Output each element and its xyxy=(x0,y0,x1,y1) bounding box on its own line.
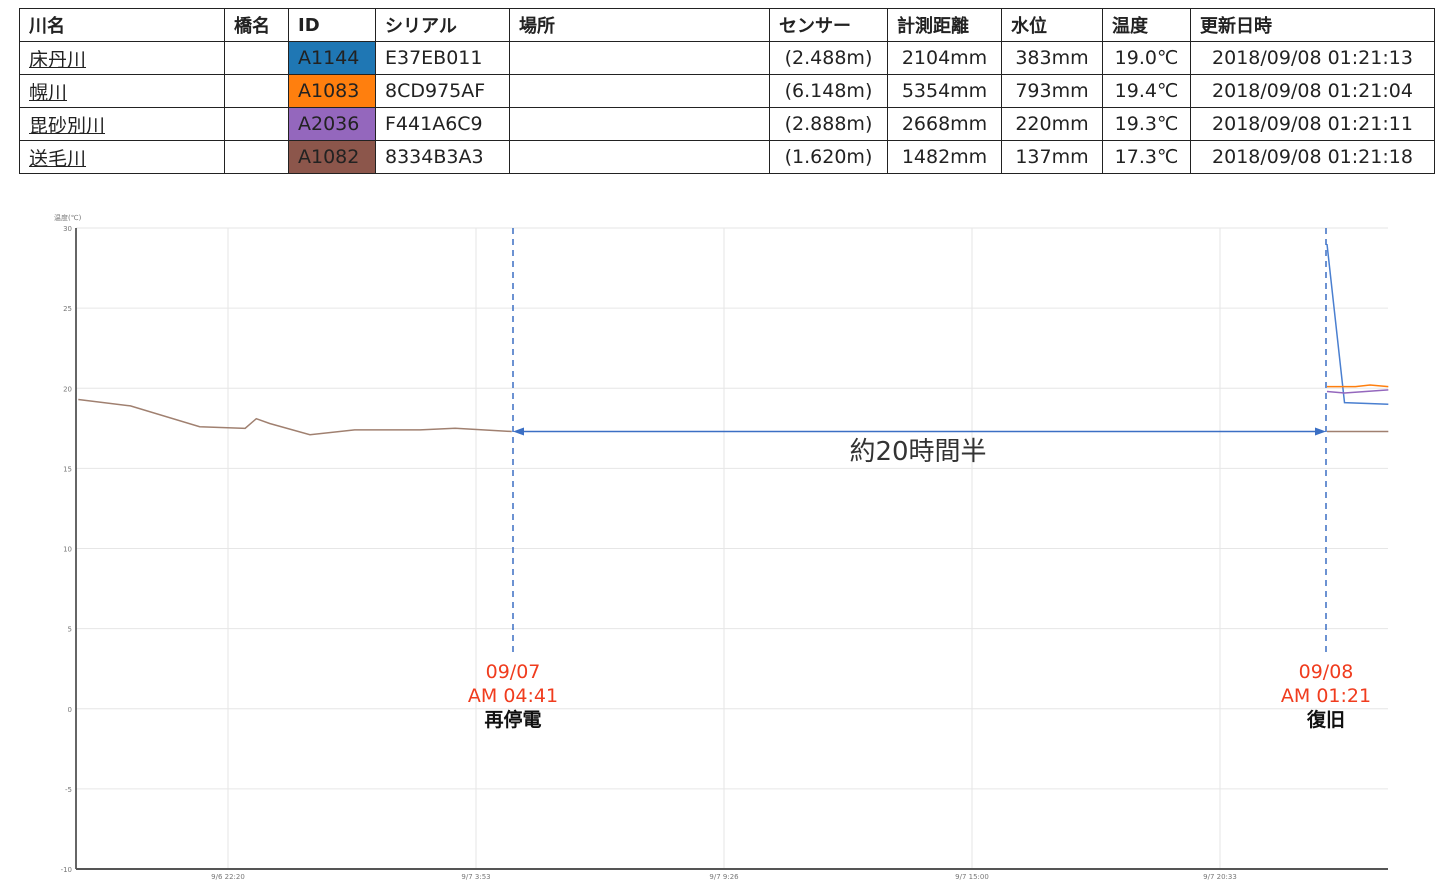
cell-serial: E37EB011 xyxy=(375,41,510,75)
cell-distance: 5354mm xyxy=(887,74,1002,108)
cell-bridge xyxy=(224,41,289,75)
column-header: 計測距離 xyxy=(887,8,1002,42)
cell-serial: 8CD975AF xyxy=(375,74,510,108)
river-link[interactable]: 送毛川 xyxy=(29,147,87,170)
column-header: 川名 xyxy=(19,8,225,42)
cell-updated: 2018/09/08 01:21:11 xyxy=(1190,107,1435,141)
outage-label: 再停電 xyxy=(484,709,542,731)
arrow-head-right-icon xyxy=(1315,427,1326,436)
column-header: 温度 xyxy=(1102,8,1191,42)
cell-sensor: (1.620m) xyxy=(769,140,888,174)
table-row: 毘砂別川 A2036 F441A6C9 (2.888m) 2668mm 220mm 19.3… xyxy=(19,107,1435,141)
cell-distance: 2104mm xyxy=(887,41,1002,75)
cell-id: A1082 xyxy=(288,140,376,174)
x-tick-label: 9/7 15:00 xyxy=(955,873,989,881)
restore-date: 09/08 xyxy=(1298,661,1354,683)
cell-distance: 1482mm xyxy=(887,140,1002,174)
sensor-table: 川名 橋名 ID シリアル 場所 センサー 計測距離 水位 温度 更新日時 床丹川 A1144 E37… xyxy=(19,8,1435,174)
cell-bridge xyxy=(224,74,289,108)
river-link[interactable]: 床丹川 xyxy=(29,48,87,71)
restore-time: AM 01:21 xyxy=(1280,685,1372,707)
cell-updated: 2018/09/08 01:21:18 xyxy=(1190,140,1435,174)
column-header: 更新日時 xyxy=(1190,8,1435,42)
cell-place xyxy=(509,41,770,75)
y-tick-label: -5 xyxy=(65,786,72,794)
cell-serial: 8334B3A3 xyxy=(375,140,510,174)
outage-time: AM 04:41 xyxy=(467,685,559,707)
cell-distance: 2668mm xyxy=(887,107,1002,141)
y-axis-label: 温度(℃) xyxy=(54,213,82,222)
cell-river: 床丹川 xyxy=(19,41,225,75)
cell-sensor: (2.488m) xyxy=(769,41,888,75)
cell-sensor: (2.888m) xyxy=(769,107,888,141)
table-row: 床丹川 A1144 E37EB011 (2.488m) 2104mm 383mm 19.0℃… xyxy=(19,41,1435,75)
series-line-A2036 xyxy=(1326,389,1389,394)
y-tick-label: 5 xyxy=(68,626,72,634)
cell-river: 送毛川 xyxy=(19,140,225,174)
cell-updated: 2018/09/08 01:21:13 xyxy=(1190,41,1435,75)
cell-id: A1144 xyxy=(288,41,376,75)
outage-annotation: 09/07 AM 04:41 再停電 xyxy=(468,660,558,732)
restore-annotation: 09/08 AM 01:21 復旧 xyxy=(1281,660,1371,732)
river-link[interactable]: 幌川 xyxy=(29,81,68,104)
arrow-head-left-icon xyxy=(513,427,524,436)
cell-level: 137mm xyxy=(1001,140,1103,174)
cell-place xyxy=(509,140,770,174)
cell-river: 幌川 xyxy=(19,74,225,108)
restore-label: 復旧 xyxy=(1306,709,1345,731)
cell-bridge xyxy=(224,140,289,174)
table-row: 幌川 A1083 8CD975AF (6.148m) 5354mm 793mm 19.4℃ 2… xyxy=(19,74,1435,108)
series-line-A1082 xyxy=(78,398,512,436)
x-tick-label: 9/7 3:53 xyxy=(461,873,490,881)
x-tick-label: 9/7 9:26 xyxy=(709,873,739,881)
gap-label: 約20時間半 xyxy=(849,437,987,467)
cell-level: 383mm xyxy=(1001,41,1103,75)
cell-id: A2036 xyxy=(288,107,376,141)
y-tick-label: 0 xyxy=(68,706,72,714)
y-tick-label: 20 xyxy=(63,385,72,393)
series-line-A1144 xyxy=(1326,243,1389,406)
river-link[interactable]: 毘砂別川 xyxy=(29,114,106,137)
x-tick-label: 9/6 22:20 xyxy=(211,873,245,881)
column-header: 橋名 xyxy=(224,8,289,42)
table-row: 送毛川 A1082 8334B3A3 (1.620m) 1482mm 137mm 17.3℃… xyxy=(19,140,1435,174)
y-tick-label: -10 xyxy=(61,866,72,874)
y-tick-label: 10 xyxy=(63,546,72,554)
column-header: シリアル xyxy=(375,8,510,42)
cell-sensor: (6.148m) xyxy=(769,74,888,108)
y-tick-label: 25 xyxy=(63,305,72,313)
cell-temp: 17.3℃ xyxy=(1102,140,1191,174)
series-line-A1083 xyxy=(1327,384,1389,388)
outage-date: 09/07 xyxy=(485,661,541,683)
cell-level: 220mm xyxy=(1001,107,1103,141)
y-tick-label: 15 xyxy=(63,465,72,473)
y-tick-label: 30 xyxy=(63,225,72,233)
cell-level: 793mm xyxy=(1001,74,1103,108)
cell-temp: 19.3℃ xyxy=(1102,107,1191,141)
x-tick-label: 9/7 20:33 xyxy=(1203,873,1237,881)
column-header: 水位 xyxy=(1001,8,1103,42)
